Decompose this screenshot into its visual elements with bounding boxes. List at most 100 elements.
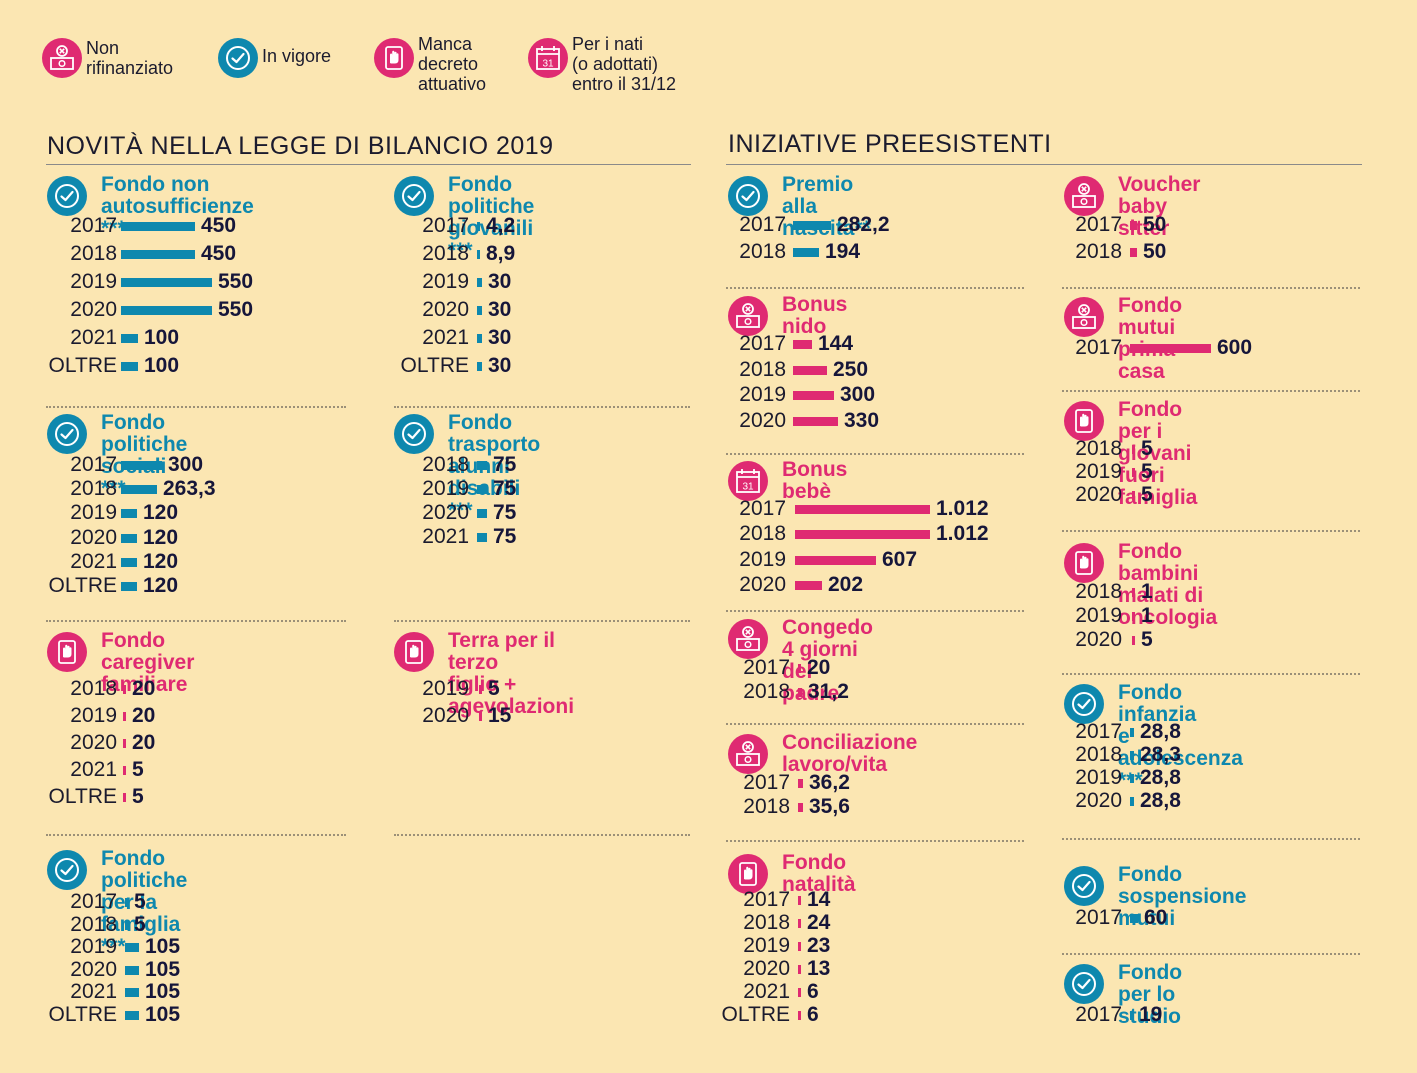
bar-row: 2020 30 <box>394 298 714 322</box>
calendar-icon: 31 <box>528 38 568 78</box>
bar-row: 2017 4,2 <box>394 214 714 238</box>
bar <box>477 222 480 231</box>
tick-label: 2018 <box>739 522 786 546</box>
tick-label: 2021 <box>70 758 117 781</box>
decree-missing-icon <box>394 632 434 672</box>
separator <box>1062 953 1360 955</box>
bar-row: 2019 20 <box>47 704 367 728</box>
bar <box>793 416 838 426</box>
bar-row: 2018 20 <box>47 677 367 701</box>
tick-label: 2020 <box>422 298 469 321</box>
bar <box>477 461 487 470</box>
bar-row: 2018 24 <box>728 911 1048 935</box>
tick-label: 2019 <box>70 935 117 959</box>
tick-label: 2021 <box>70 980 117 1004</box>
tick-label: 2019 <box>743 934 790 957</box>
separator <box>726 723 1024 725</box>
bar <box>1130 914 1138 923</box>
bar <box>795 505 930 514</box>
tick-label: 2019 <box>70 704 117 727</box>
bar <box>798 803 803 812</box>
legend-label: In vigore <box>262 46 332 66</box>
bar-row: 2020 15 <box>394 704 714 728</box>
tick-label: 2017 <box>739 497 786 520</box>
bar <box>1130 728 1134 737</box>
separator <box>394 834 690 836</box>
chart-title: Fondo per lo studio <box>1118 961 1183 1028</box>
data-label: 60 <box>1144 906 1168 929</box>
section-rule-right <box>726 164 1362 165</box>
tick-label: 2019 <box>739 383 786 406</box>
bar <box>1132 612 1135 621</box>
bar-row: 2017 28,8 <box>1064 720 1384 744</box>
bar <box>793 365 827 375</box>
bar <box>1132 588 1135 597</box>
bar-row: 2019 550 <box>47 270 367 294</box>
data-label: 5 <box>132 785 144 808</box>
bar <box>1130 751 1134 760</box>
bar <box>477 278 482 287</box>
not-refinanced-icon <box>1064 297 1104 337</box>
data-label: 263,3 <box>163 477 216 501</box>
tick-label: 2017 <box>1075 1003 1122 1026</box>
bar <box>125 1011 139 1020</box>
chart-title: Fondo infanzia e adolescenza *** <box>1118 681 1243 792</box>
tick-label: OLTRE <box>48 354 117 377</box>
data-label: 31,2 <box>808 680 849 703</box>
bar-row: 2017 282,2 <box>728 213 1048 237</box>
bar-row: OLTRE 120 <box>47 574 367 598</box>
bar-row: 2018 5 <box>1064 437 1384 461</box>
data-label: 6 <box>807 980 819 1003</box>
chart-title: Fondo natalità <box>782 851 856 896</box>
tick-label: 2018 <box>70 912 117 936</box>
bar <box>121 250 195 259</box>
separator <box>1062 390 1360 392</box>
data-label: 120 <box>143 525 179 549</box>
tick-label: 2020 <box>70 298 117 321</box>
bar-row: 2018 5 <box>47 913 367 937</box>
bar-row: 2021 105 <box>47 980 367 1004</box>
bar <box>1132 636 1135 645</box>
not-refinanced-icon <box>1064 176 1104 216</box>
data-label: 30 <box>488 354 512 377</box>
bar <box>121 582 137 591</box>
bar-row: 2021 120 <box>47 550 367 574</box>
data-label: 6 <box>807 1003 819 1026</box>
tick-label: 2020 <box>70 731 117 754</box>
tick-label: 2021 <box>70 326 117 349</box>
data-label: 5 <box>1141 460 1153 483</box>
bar <box>121 278 212 287</box>
bar <box>479 712 482 721</box>
tick-label: 2020 <box>739 572 786 596</box>
tick-label: 2019 <box>1075 460 1122 483</box>
tick-label: 2017 <box>1075 906 1122 929</box>
check-icon <box>1064 866 1104 906</box>
data-label: 330 <box>844 408 880 432</box>
bar-row: 2021 75 <box>394 525 714 549</box>
data-label: 550 <box>218 298 254 321</box>
tick-label: 2021 <box>422 326 469 349</box>
tick-label: 2018 <box>1075 580 1122 603</box>
tick-label: 2018 <box>422 242 469 265</box>
bar-row: 2020 13 <box>728 957 1048 981</box>
tick-label: 2017 <box>743 656 790 679</box>
data-label: 300 <box>840 383 876 406</box>
data-label: 5 <box>1141 628 1153 651</box>
tick-label: 2017 <box>1075 213 1122 236</box>
data-label: 24 <box>807 911 831 934</box>
bar-row: 2018 1.012 <box>728 522 1048 546</box>
bar <box>121 509 137 519</box>
bar-row: 2019 28,8 <box>1064 766 1384 790</box>
bar <box>798 896 801 905</box>
tick-label: 2020 <box>422 501 469 524</box>
tick-label: 2019 <box>1075 766 1122 789</box>
data-label: 5 <box>1141 437 1153 460</box>
chart-title: Bonus nido <box>782 293 848 338</box>
bar <box>1130 774 1134 783</box>
bar-row: 2021 30 <box>394 326 714 350</box>
data-label: 30 <box>488 298 512 321</box>
data-label: 75 <box>493 525 517 548</box>
chart-title: Fondo per i giovani fuori famiglia <box>1118 398 1198 509</box>
tick-label: 2018 <box>70 477 117 501</box>
separator <box>1062 287 1360 289</box>
